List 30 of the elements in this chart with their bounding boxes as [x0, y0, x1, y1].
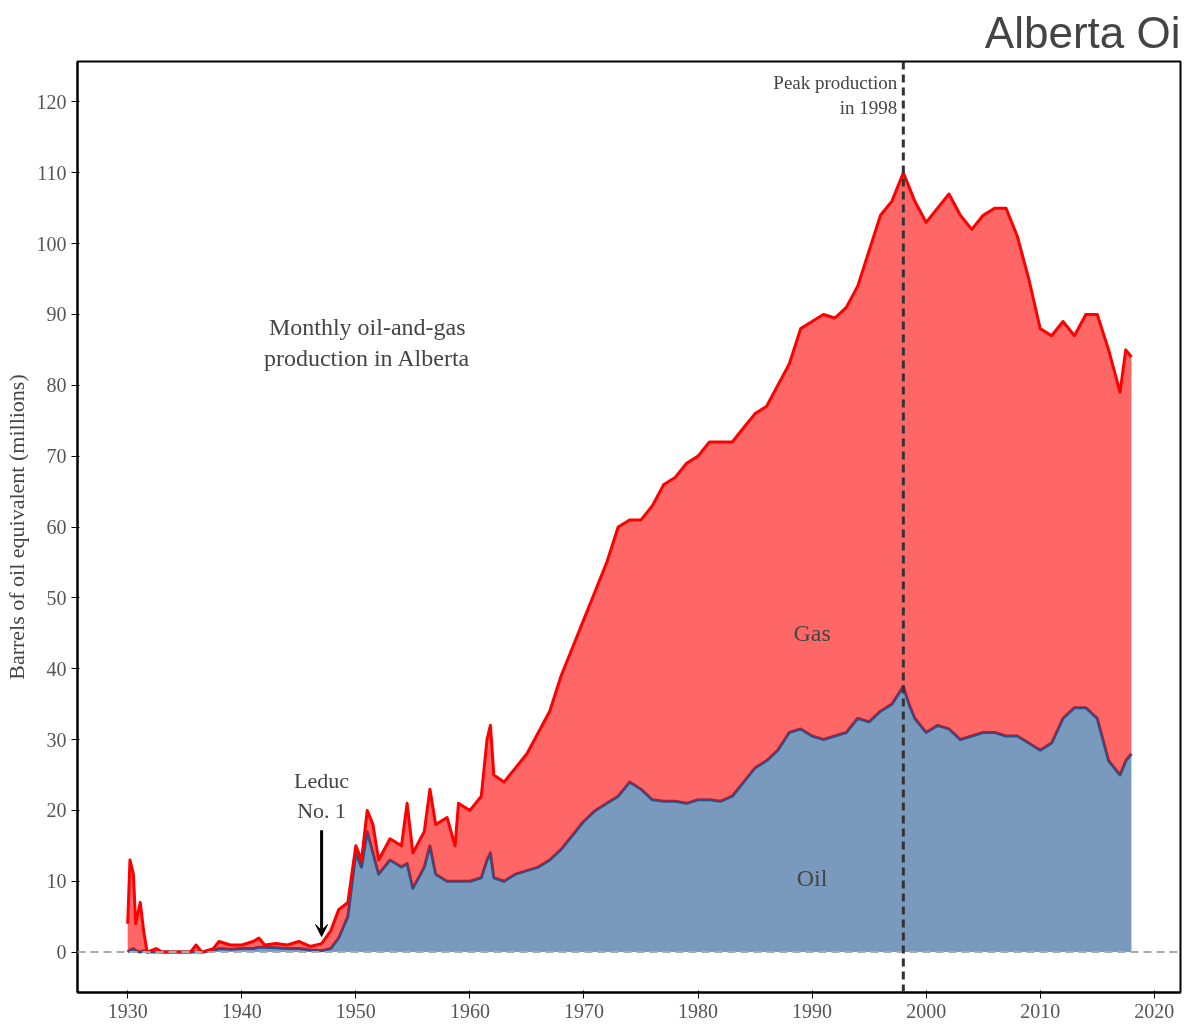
x-tick-label: 1960: [449, 999, 490, 1022]
y-tick-label: 60: [46, 516, 67, 538]
x-tick-label: 1990: [792, 999, 833, 1022]
annotation: Monthly oil-and-gas production in Alberta: [263, 314, 470, 372]
y-tick-label: 50: [46, 586, 67, 609]
y-tick-label: 10: [46, 870, 67, 893]
y-tick-label: 30: [46, 728, 67, 751]
y-tick-label: 40: [46, 657, 67, 680]
y-tick-label: 120: [36, 90, 67, 113]
x-tick-label: 2010: [1020, 999, 1061, 1022]
annotation: Leduc No. 1: [294, 768, 350, 824]
ref-line-label: Peak production in 1998: [773, 72, 898, 119]
series-label: Gas: [793, 620, 831, 647]
y-tick-label: 80: [46, 374, 67, 397]
x-tick-label: 1930: [107, 999, 148, 1022]
x-tick-label: 2020: [1134, 999, 1175, 1022]
chart-title: Alberta Oi: [984, 7, 1181, 57]
y-tick-label: 70: [46, 445, 67, 468]
x-tick-label: 1980: [678, 999, 719, 1022]
y-tick-label: 110: [37, 161, 67, 184]
y-tick-label: 0: [56, 941, 67, 964]
series-label: Oil: [796, 864, 828, 891]
y-tick-label: 20: [46, 799, 67, 822]
x-tick-label: 1950: [335, 999, 376, 1022]
x-tick-label: 1970: [563, 999, 604, 1022]
y-tick-label: 100: [36, 232, 67, 255]
y-axis-title: Barrels of oil equivalent (millions): [3, 374, 29, 680]
y-tick-label: 90: [46, 303, 67, 326]
x-tick-label: 1940: [221, 999, 262, 1022]
x-tick-label: 2000: [906, 999, 947, 1022]
